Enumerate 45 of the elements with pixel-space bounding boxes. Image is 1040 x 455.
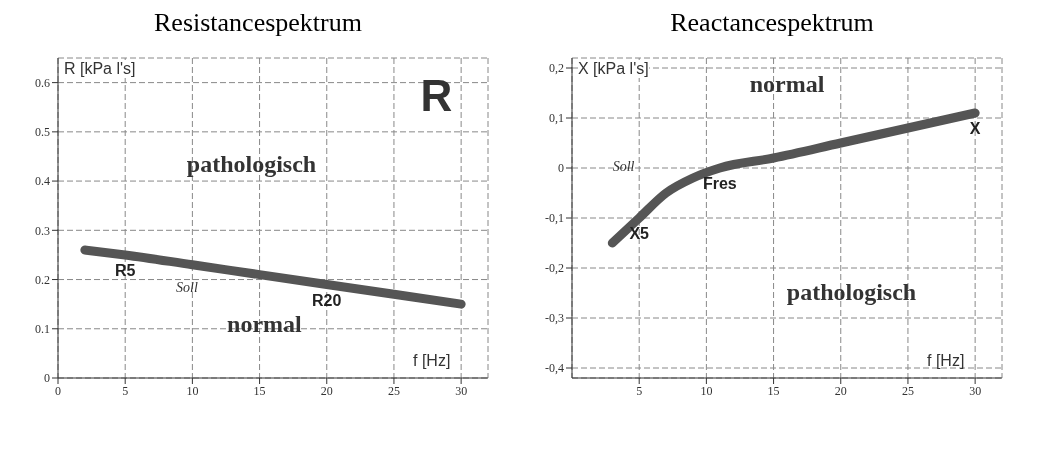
x-tick-label: 20 [834, 383, 847, 398]
chart-title: Resistancespektrum [153, 8, 363, 39]
annotation: Soll [176, 280, 198, 297]
x-tick-label: 5 [636, 383, 643, 398]
y-tick-label: -0,4 [545, 361, 564, 376]
y-tick-label: 0 [44, 371, 50, 386]
y-axis-title: R [kPa l's] [64, 60, 136, 78]
annotation: pathologisch [186, 150, 317, 178]
annotation: X [969, 120, 981, 138]
y-tick-label: 0,2 [549, 61, 564, 76]
x-tick-label: 15 [767, 383, 780, 398]
x-tick-label: 30 [969, 383, 982, 398]
chart-title: Reactancespektrum [669, 8, 875, 39]
y-tick-label: 0.3 [35, 223, 50, 238]
x-axis-title: f [Hz] [927, 352, 965, 370]
y-tick-label: 0.1 [35, 322, 50, 337]
y-tick-label: 0.4 [35, 174, 50, 189]
y-tick-label: -0,3 [545, 311, 564, 326]
x-tick-label: 10 [700, 383, 713, 398]
x-tick-label: 25 [901, 383, 914, 398]
annotation: normal [227, 310, 302, 338]
annotation: X5 [629, 225, 650, 243]
annotation: Soll [612, 158, 635, 175]
x-tick-label: 30 [455, 383, 468, 398]
y-tick-label: 0,1 [549, 111, 564, 126]
x-axis-title: f [Hz] [413, 352, 451, 370]
x-tick-label: 15 [253, 383, 266, 398]
y-tick-label: 0.2 [35, 272, 50, 287]
y-tick-label: 0.6 [35, 75, 50, 90]
x-tick-label: 10 [186, 383, 199, 398]
annotation: R5 [114, 262, 136, 280]
annotation: R20 [312, 291, 342, 309]
x-tick-label: 0 [55, 383, 61, 398]
annotation: normal [749, 70, 825, 98]
x-tick-label: 25 [387, 383, 400, 398]
y-axis-title: X [kPa l's] [578, 60, 649, 78]
x-tick-label: 5 [122, 383, 129, 398]
y-tick-label: 0 [558, 161, 564, 176]
annotation: Fres [702, 175, 737, 193]
y-tick-label: -0,2 [545, 261, 564, 276]
annotation: pathologisch [786, 278, 917, 306]
y-tick-label: 0.5 [35, 125, 50, 140]
x-tick-label: 20 [320, 383, 333, 398]
annotation: R [420, 71, 453, 122]
y-tick-label: -0,1 [545, 211, 564, 226]
